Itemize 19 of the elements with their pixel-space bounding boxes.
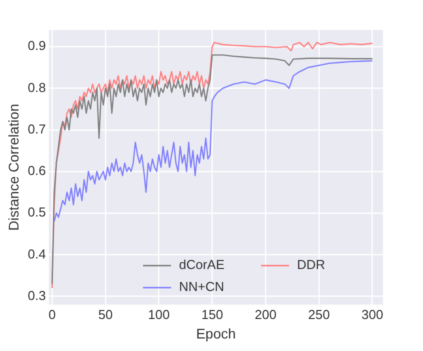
x-axis-title: Epoch xyxy=(196,325,236,342)
y-tick-label: 0.3 xyxy=(28,288,46,303)
y-tick-label: 0.9 xyxy=(28,38,46,54)
x-tick-label: 200 xyxy=(254,306,276,322)
y-tick-label: 0.5 xyxy=(28,204,46,220)
x-tick-label: 250 xyxy=(308,306,330,322)
legend-label: NN+CN xyxy=(179,279,224,294)
x-tick-label: 50 xyxy=(98,306,113,322)
x-tick-label: 300 xyxy=(361,306,384,322)
legend-label: DDR xyxy=(297,257,326,272)
x-tick-label: 100 xyxy=(148,306,170,322)
y-tick-label: 0.7 xyxy=(28,121,46,136)
x-tick-label: 0 xyxy=(48,306,56,322)
y-tick-label: 0.8 xyxy=(28,80,46,95)
y-tick-label: 0.6 xyxy=(28,163,46,178)
y-tick-label: 0.4 xyxy=(28,246,46,262)
legend-label: dCorAE xyxy=(179,257,225,272)
x-tick-label: 150 xyxy=(201,306,224,322)
y-axis-title: Distance Correlation xyxy=(5,104,22,231)
